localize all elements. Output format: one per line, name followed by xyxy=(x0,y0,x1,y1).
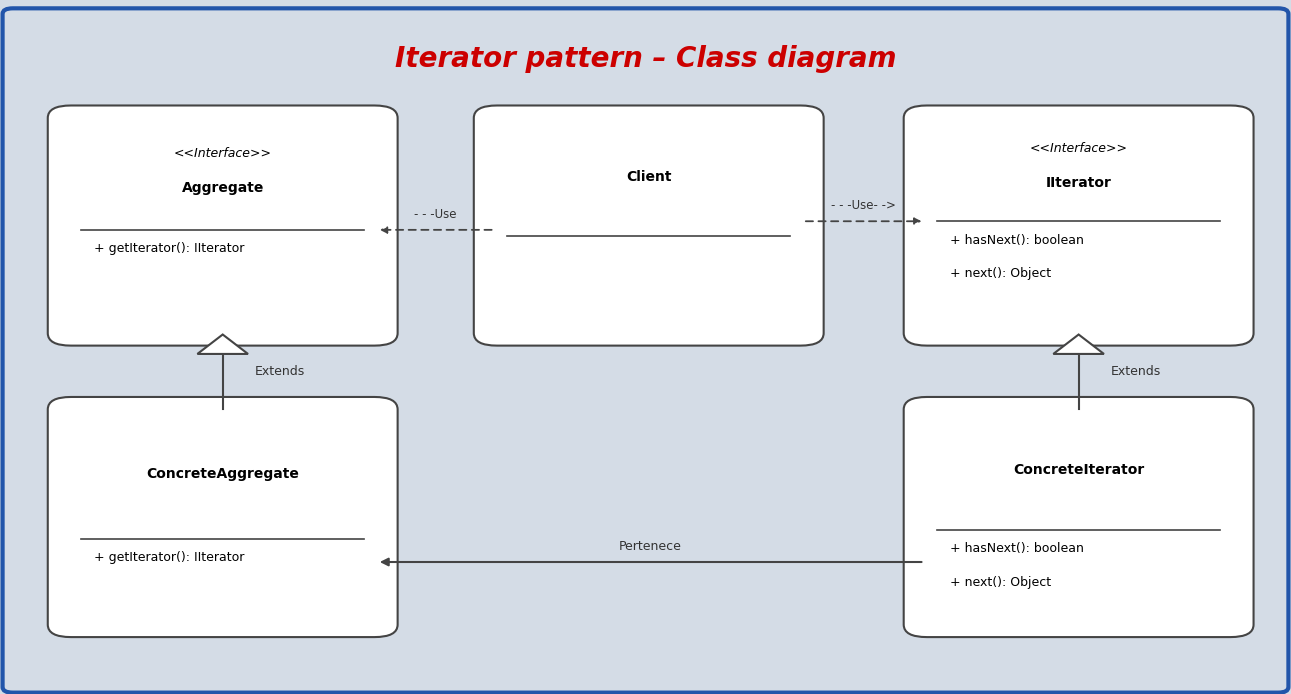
Text: + getIterator(): IIterator: + getIterator(): IIterator xyxy=(94,242,244,255)
Text: <<Interface>>: <<Interface>> xyxy=(174,146,271,160)
Text: - - -Use: - - -Use xyxy=(414,208,457,221)
Text: Extends: Extends xyxy=(1110,365,1161,378)
Text: Iterator pattern – Class diagram: Iterator pattern – Class diagram xyxy=(395,45,896,73)
Polygon shape xyxy=(198,335,248,354)
Text: ConcreteAggregate: ConcreteAggregate xyxy=(146,467,300,481)
FancyBboxPatch shape xyxy=(904,397,1254,637)
Text: <<Interface>>: <<Interface>> xyxy=(1030,142,1127,155)
Polygon shape xyxy=(1053,335,1104,354)
Text: - - -Use- ->: - - -Use- -> xyxy=(831,199,896,212)
Text: Aggregate: Aggregate xyxy=(182,181,263,195)
Text: + hasNext(): boolean: + hasNext(): boolean xyxy=(950,234,1084,247)
Text: + getIterator(): IIterator: + getIterator(): IIterator xyxy=(94,551,244,564)
Text: Client: Client xyxy=(626,170,671,184)
Text: + next(): Object: + next(): Object xyxy=(950,576,1051,589)
FancyBboxPatch shape xyxy=(3,8,1288,693)
Text: + next(): Object: + next(): Object xyxy=(950,267,1051,280)
Text: Extends: Extends xyxy=(254,365,305,378)
Text: + hasNext(): boolean: + hasNext(): boolean xyxy=(950,543,1084,555)
FancyBboxPatch shape xyxy=(474,105,824,346)
Text: Pertenece: Pertenece xyxy=(620,540,682,553)
Text: ConcreteIterator: ConcreteIterator xyxy=(1013,463,1144,477)
FancyBboxPatch shape xyxy=(48,105,398,346)
Text: IIterator: IIterator xyxy=(1046,176,1112,190)
FancyBboxPatch shape xyxy=(48,397,398,637)
FancyBboxPatch shape xyxy=(904,105,1254,346)
